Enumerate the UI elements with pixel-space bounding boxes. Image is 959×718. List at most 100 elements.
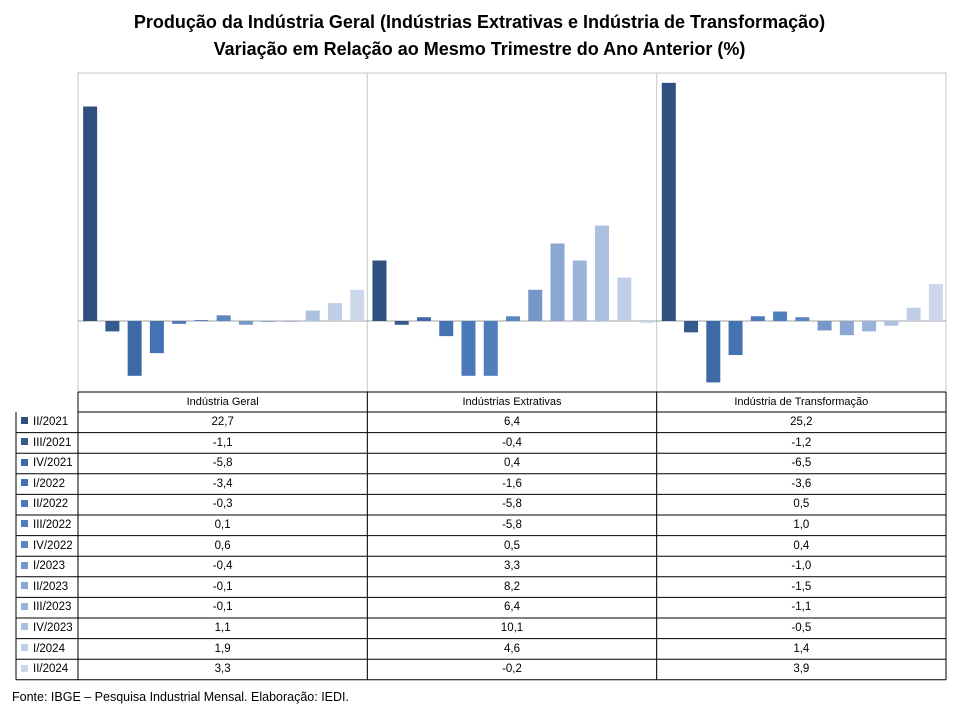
table-cell-value: -0,3	[212, 498, 233, 511]
bar	[216, 315, 231, 321]
legend-row-label: I/2024	[18, 639, 80, 660]
bar	[327, 303, 342, 321]
bar	[416, 317, 431, 321]
table-cell-value: -6,5	[791, 457, 812, 470]
legend-row-label: IV/2023	[18, 618, 80, 639]
bar	[572, 260, 587, 321]
table-cell-value: -0,4	[212, 560, 233, 573]
table-cell-value: -1,5	[791, 580, 812, 593]
legend-swatch	[21, 664, 28, 672]
table-cell-value: 0,5	[503, 539, 520, 552]
bar	[750, 316, 765, 321]
legend-text: II/2022	[33, 498, 69, 511]
table-cell-value: -3,6	[791, 477, 812, 490]
bar	[506, 316, 520, 321]
legend-text: III/2022	[33, 519, 72, 531]
table-cell-value: 0,5	[793, 498, 810, 511]
bar	[372, 260, 387, 321]
table-cell-value: 3,3	[214, 663, 231, 676]
legend-row-label: II/2021	[18, 412, 80, 433]
bar	[283, 321, 298, 322]
bar	[795, 317, 810, 321]
legend-swatch	[21, 438, 28, 446]
legend-swatch	[21, 561, 28, 569]
table-cell-value: -5,8	[502, 519, 522, 531]
bar	[461, 321, 476, 376]
table-cell-value: 10,1	[500, 622, 524, 634]
legend-text: I/2023	[33, 560, 65, 573]
legend-swatch	[21, 623, 28, 631]
legend-row-label: I/2022	[18, 474, 80, 495]
table-cell-value: -1,6	[502, 477, 522, 490]
bar	[884, 321, 899, 326]
legend-swatch	[21, 499, 28, 507]
legend-swatch	[21, 644, 28, 652]
table-column-header: Indústria Geral	[186, 396, 259, 408]
legend-text: II/2024	[33, 663, 69, 676]
bar	[862, 321, 877, 332]
table-column-header: Indústrias Extrativas	[462, 396, 562, 408]
legend-row-label: III/2021	[18, 433, 80, 454]
bar	[127, 321, 142, 376]
bar	[706, 321, 721, 383]
bar	[661, 82, 676, 321]
table-column-header: Indústria de Transformação	[734, 396, 869, 408]
bar	[194, 320, 209, 321]
legend-text: II/2021	[33, 416, 69, 428]
bar	[261, 321, 276, 322]
bar	[595, 225, 610, 321]
legend-row-label: III/2023	[18, 597, 80, 618]
table-cell-value: 1,9	[214, 642, 231, 655]
legend-swatch	[21, 582, 28, 590]
table-cell-value: 0,4	[793, 539, 810, 552]
table-cell-value: 4,6	[503, 642, 520, 655]
legend-row-label: III/2022	[18, 515, 80, 536]
table-cell-value: -0,5	[791, 622, 812, 634]
table-cell-value: 1,4	[793, 642, 810, 655]
bar	[728, 321, 743, 356]
table-cell-value: 6,4	[503, 416, 520, 428]
table-cell-value: 8,2	[503, 580, 520, 593]
chart-subtitle: Variação em Relação ao Mesmo Trimestre d…	[213, 39, 746, 59]
chart-title: Produção da Indústria Geral (Indústrias …	[133, 12, 826, 32]
bar	[817, 321, 832, 331]
legend-text: III/2021	[33, 436, 72, 449]
bar	[149, 321, 164, 354]
table-cell-value: -1,0	[791, 560, 812, 573]
table-cell-value: 0,1	[214, 519, 231, 531]
table-cell-value: 1,1	[214, 622, 231, 634]
table-cell-value: -0,2	[502, 663, 522, 676]
legend-swatch	[21, 417, 28, 425]
bar	[238, 321, 253, 325]
legend-swatch	[21, 458, 28, 466]
table-cell-value: -3,4	[212, 477, 233, 490]
table-cell-value: -1,2	[791, 436, 812, 449]
source-footer: Fonte: IBGE – Pesquisa Industrial Mensal…	[12, 690, 349, 704]
bar	[639, 321, 654, 323]
bar	[83, 106, 98, 321]
legend-text: III/2023	[33, 601, 72, 614]
bar	[684, 321, 699, 333]
plot-area	[77, 72, 947, 393]
legend-swatch	[21, 602, 28, 610]
table-cell-value: 3,3	[503, 560, 520, 573]
legend-text: IV/2021	[33, 457, 73, 470]
table-cell-value: 3,9	[793, 663, 810, 676]
bar	[839, 321, 854, 336]
table-cell-value: 6,4	[503, 601, 520, 614]
legend-row-label: IV/2021	[18, 453, 80, 474]
table-cell-value: 25,2	[790, 416, 813, 428]
table-cell-value: 0,4	[503, 457, 520, 470]
table-cell-value: 22,7	[211, 416, 234, 428]
table-cell-value: -0,1	[212, 601, 233, 614]
bar	[105, 321, 120, 332]
legend-text: II/2023	[33, 580, 69, 593]
legend-swatch	[21, 520, 28, 528]
table-cell-value: -0,1	[212, 580, 233, 593]
legend-text: I/2022	[33, 477, 65, 490]
legend-swatch	[21, 479, 28, 487]
legend-row-label: II/2022	[18, 494, 80, 515]
legend-text: I/2024	[33, 642, 65, 655]
legend-row-label: II/2024	[18, 659, 80, 680]
